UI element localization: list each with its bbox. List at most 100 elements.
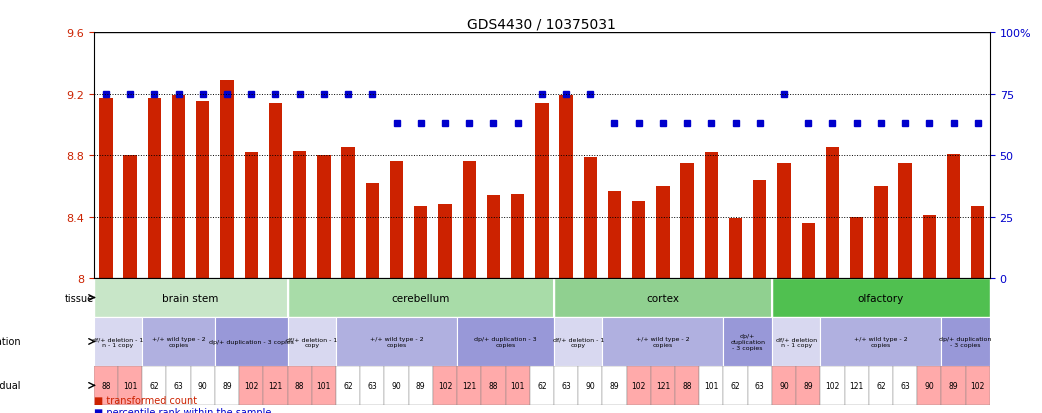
FancyBboxPatch shape <box>167 366 191 405</box>
FancyBboxPatch shape <box>723 366 748 405</box>
Text: +/+ wild type - 2
copies: +/+ wild type - 2 copies <box>636 336 690 347</box>
Bar <box>874 186 888 278</box>
FancyBboxPatch shape <box>772 317 820 366</box>
Text: dp/+
duplication
- 3 copies: dp/+ duplication - 3 copies <box>730 333 765 350</box>
Bar <box>632 202 645 278</box>
Bar <box>390 162 403 278</box>
Bar <box>342 148 354 278</box>
FancyBboxPatch shape <box>529 366 554 405</box>
Text: df/+ deletion
n - 1 copy: df/+ deletion n - 1 copy <box>775 336 817 347</box>
FancyBboxPatch shape <box>288 317 336 366</box>
Bar <box>560 96 573 278</box>
FancyBboxPatch shape <box>239 366 264 405</box>
FancyBboxPatch shape <box>215 366 239 405</box>
Bar <box>463 162 476 278</box>
FancyBboxPatch shape <box>917 366 942 405</box>
FancyBboxPatch shape <box>723 317 772 366</box>
Bar <box>245 153 257 278</box>
FancyBboxPatch shape <box>554 278 772 317</box>
FancyBboxPatch shape <box>820 317 942 366</box>
Text: 102: 102 <box>970 381 985 390</box>
Bar <box>898 164 912 278</box>
Bar <box>607 191 621 278</box>
Bar <box>729 218 742 278</box>
Text: individual: individual <box>0 380 21 390</box>
Text: 62: 62 <box>876 381 886 390</box>
Text: df/+ deletion - 1
copy: df/+ deletion - 1 copy <box>552 336 603 347</box>
Text: ■ percentile rank within the sample: ■ percentile rank within the sample <box>94 407 271 413</box>
Bar <box>487 196 500 278</box>
Text: 121: 121 <box>268 381 282 390</box>
FancyBboxPatch shape <box>554 317 602 366</box>
Text: df/+ deletion - 1
n - 1 copy: df/+ deletion - 1 n - 1 copy <box>93 336 144 347</box>
FancyBboxPatch shape <box>118 366 142 405</box>
Bar <box>172 96 185 278</box>
FancyBboxPatch shape <box>820 366 845 405</box>
FancyBboxPatch shape <box>675 366 699 405</box>
Bar <box>293 151 306 278</box>
Text: 90: 90 <box>392 381 401 390</box>
Text: df/+ deletion - 1
copy: df/+ deletion - 1 copy <box>287 336 338 347</box>
Text: 102: 102 <box>244 381 258 390</box>
Text: brain stem: brain stem <box>163 293 219 303</box>
Text: ■ transformed count: ■ transformed count <box>94 395 197 405</box>
FancyBboxPatch shape <box>966 366 990 405</box>
Bar <box>826 148 839 278</box>
Bar <box>439 205 451 278</box>
Bar <box>704 153 718 278</box>
Bar <box>656 186 670 278</box>
Text: 101: 101 <box>317 381 331 390</box>
FancyBboxPatch shape <box>772 278 990 317</box>
FancyBboxPatch shape <box>578 366 602 405</box>
FancyBboxPatch shape <box>481 366 505 405</box>
FancyBboxPatch shape <box>288 366 312 405</box>
Text: 63: 63 <box>174 381 183 390</box>
Text: 89: 89 <box>222 381 231 390</box>
Text: 90: 90 <box>779 381 789 390</box>
Bar <box>269 104 282 278</box>
FancyBboxPatch shape <box>457 366 481 405</box>
Text: 102: 102 <box>825 381 840 390</box>
FancyBboxPatch shape <box>845 366 869 405</box>
FancyBboxPatch shape <box>336 366 361 405</box>
FancyBboxPatch shape <box>505 366 529 405</box>
FancyBboxPatch shape <box>942 317 990 366</box>
Text: 88: 88 <box>101 381 110 390</box>
Text: 121: 121 <box>655 381 670 390</box>
FancyBboxPatch shape <box>361 366 384 405</box>
Text: cerebellum: cerebellum <box>392 293 450 303</box>
FancyBboxPatch shape <box>94 317 142 366</box>
FancyBboxPatch shape <box>942 366 966 405</box>
FancyBboxPatch shape <box>215 317 288 366</box>
FancyBboxPatch shape <box>191 366 215 405</box>
FancyBboxPatch shape <box>893 366 917 405</box>
FancyBboxPatch shape <box>602 366 626 405</box>
Text: 101: 101 <box>123 381 138 390</box>
FancyBboxPatch shape <box>651 366 675 405</box>
Bar <box>414 206 427 278</box>
FancyBboxPatch shape <box>748 366 772 405</box>
Text: 89: 89 <box>949 381 959 390</box>
Bar <box>536 104 548 278</box>
Text: +/+ wild type - 2
copies: +/+ wild type - 2 copies <box>152 336 205 347</box>
Bar <box>971 206 985 278</box>
Bar <box>680 164 694 278</box>
FancyBboxPatch shape <box>336 317 457 366</box>
Text: 62: 62 <box>149 381 159 390</box>
Text: +/+ wild type - 2
copies: +/+ wild type - 2 copies <box>370 336 423 347</box>
FancyBboxPatch shape <box>288 278 554 317</box>
Text: 101: 101 <box>511 381 525 390</box>
Text: 62: 62 <box>730 381 741 390</box>
Text: 102: 102 <box>631 381 646 390</box>
FancyBboxPatch shape <box>142 317 215 366</box>
Text: dp/+ duplication
- 3 copies: dp/+ duplication - 3 copies <box>940 336 992 347</box>
Text: 89: 89 <box>803 381 813 390</box>
Text: dp/+ duplication - 3
copies: dp/+ duplication - 3 copies <box>474 336 537 347</box>
FancyBboxPatch shape <box>772 366 796 405</box>
FancyBboxPatch shape <box>626 366 651 405</box>
Text: 62: 62 <box>343 381 353 390</box>
FancyBboxPatch shape <box>796 366 820 405</box>
Title: GDS4430 / 10375031: GDS4430 / 10375031 <box>468 18 616 32</box>
FancyBboxPatch shape <box>699 366 723 405</box>
Text: olfactory: olfactory <box>858 293 904 303</box>
